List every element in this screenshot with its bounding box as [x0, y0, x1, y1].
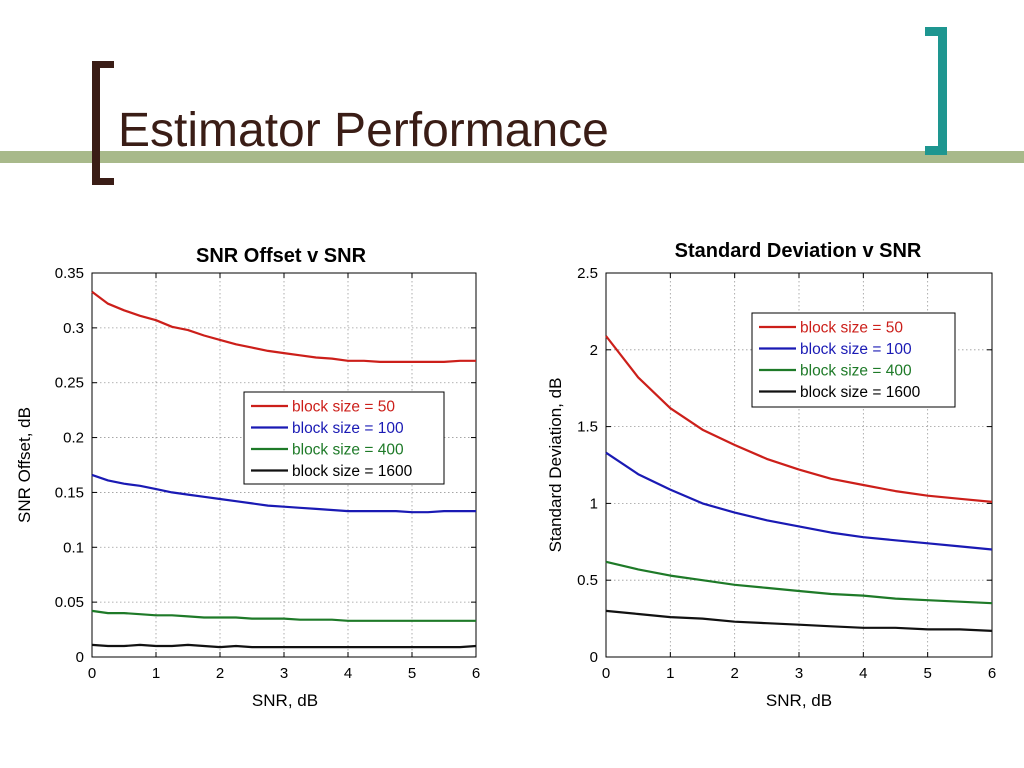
- legend-label: block size = 1600: [800, 384, 921, 401]
- x-tick-label: 3: [795, 665, 803, 682]
- x-tick-label: 2: [730, 665, 738, 682]
- y-axis-label: SNR Offset, dB: [15, 407, 34, 523]
- y-tick-label: 0.05: [55, 594, 84, 611]
- x-tick-label: 1: [152, 665, 160, 682]
- x-tick-label: 6: [472, 665, 480, 682]
- y-tick-label: 0: [76, 649, 84, 666]
- slide-title: Estimator Performance: [118, 104, 609, 157]
- series-line-1: [91, 290, 476, 363]
- x-axis-label: SNR, dB: [766, 691, 832, 710]
- y-tick-label: 2.5: [577, 265, 598, 282]
- legend: block size = 50 block size = 100 block siz…: [243, 391, 445, 485]
- legend-label: block size = 1600: [292, 463, 413, 480]
- series-line-2: [605, 451, 993, 551]
- y-tick-label: 2: [590, 342, 598, 359]
- x-tick-label: 4: [859, 665, 867, 682]
- y-tick-label: 1.5: [577, 419, 598, 436]
- series-group: [91, 290, 477, 649]
- legend-box: [243, 391, 445, 485]
- x-tick-label: 1: [666, 665, 674, 682]
- legend-label: block size = 50: [800, 320, 903, 337]
- x-axis-label: SNR, dB: [252, 691, 318, 710]
- x-tick-label: 2: [216, 665, 224, 682]
- grid: [92, 273, 476, 657]
- right-bracket: [925, 27, 947, 155]
- x-tick-label: 3: [280, 665, 288, 682]
- series-line-4: [91, 643, 477, 649]
- legend-label: block size = 400: [800, 363, 912, 380]
- tick-group: 0 1 2 3 4 5 6 0 0.05 0.1 0.15 0.2 0.25 0.3 0.35: [55, 265, 480, 682]
- legend-label: block size = 400: [292, 442, 404, 459]
- y-tick-label: 0.35: [55, 265, 84, 282]
- chart-title: SNR Offset v SNR: [196, 245, 367, 267]
- x-tick-label: 4: [344, 665, 352, 682]
- tick-group: 0 1 2 3 4 5 6 0 0.5 1 1.5 2 2.5: [577, 265, 996, 682]
- x-tick-label: 0: [602, 665, 610, 682]
- x-tick-label: 6: [988, 665, 996, 682]
- y-tick-label: 0.5: [577, 572, 598, 589]
- legend-label: block size = 100: [800, 341, 912, 358]
- x-tick-label: 5: [408, 665, 416, 682]
- x-tick-label: 5: [923, 665, 931, 682]
- y-tick-label: 0.1: [63, 539, 84, 556]
- title-rule: [0, 151, 1024, 163]
- series-line-3: [91, 609, 476, 622]
- y-tick-label: 0: [590, 649, 598, 666]
- y-tick-label: 0.25: [55, 375, 84, 392]
- series-line-3: [605, 560, 993, 605]
- left-bracket: [92, 61, 114, 185]
- y-tick-label: 0.15: [55, 484, 84, 501]
- series-line-1: [605, 335, 993, 503]
- y-tick-label: 0.3: [63, 320, 84, 337]
- y-axis-label: Standard Deviation, dB: [546, 378, 565, 553]
- series-line-4: [605, 609, 993, 632]
- chart-title: Standard Deviation v SNR: [675, 240, 922, 262]
- y-tick-label: 1: [590, 495, 598, 512]
- y-tick-label: 0.2: [63, 430, 84, 447]
- legend-label: block size = 100: [292, 420, 404, 437]
- legend-label: block size = 50: [292, 399, 395, 416]
- series-line-2: [91, 473, 476, 514]
- x-tick-label: 0: [88, 665, 96, 682]
- series-group: [605, 335, 993, 632]
- legend: block size = 50 block size = 100 block siz…: [751, 312, 956, 408]
